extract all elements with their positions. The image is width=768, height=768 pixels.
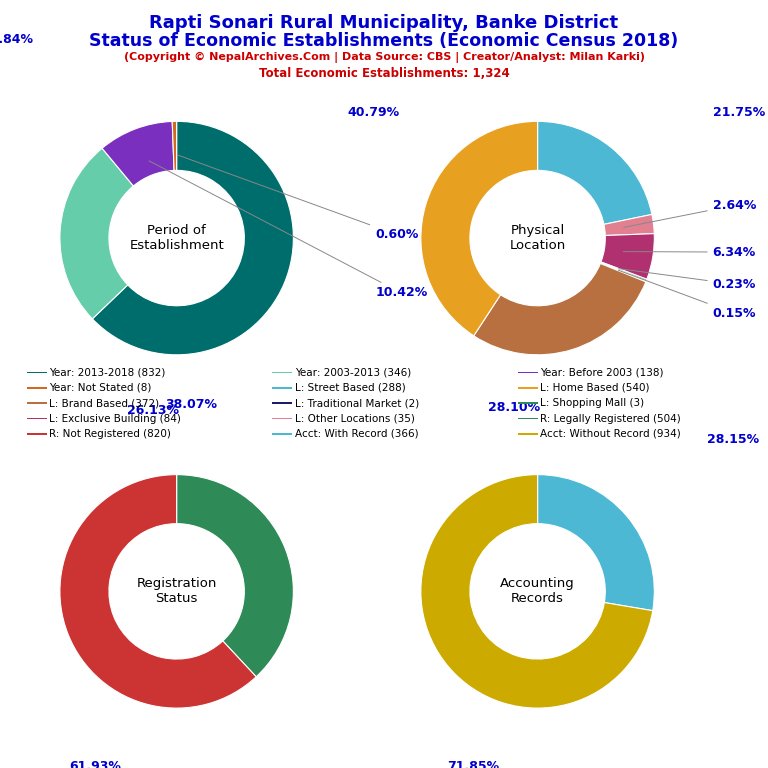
Text: L: Home Based (540): L: Home Based (540)	[541, 382, 650, 393]
Bar	[27, 433, 47, 435]
Text: Acct: With Record (366): Acct: With Record (366)	[295, 429, 419, 439]
Text: Year: 2003-2013 (346): Year: 2003-2013 (346)	[295, 367, 411, 378]
Bar	[518, 402, 538, 404]
Text: 38.07%: 38.07%	[165, 398, 217, 411]
Text: 6.34%: 6.34%	[624, 246, 756, 259]
Bar	[273, 433, 293, 435]
Bar	[273, 402, 293, 404]
Wedge shape	[601, 262, 647, 281]
Text: Rapti Sonari Rural Municipality, Banke District: Rapti Sonari Rural Municipality, Banke D…	[150, 14, 618, 31]
Text: Acct: Without Record (934): Acct: Without Record (934)	[541, 429, 681, 439]
Bar	[518, 433, 538, 435]
Bar	[273, 387, 293, 389]
Text: 28.15%: 28.15%	[707, 433, 759, 446]
Wedge shape	[172, 121, 177, 170]
Bar	[273, 372, 293, 373]
Text: L: Street Based (288): L: Street Based (288)	[295, 382, 406, 393]
Wedge shape	[102, 121, 174, 186]
Text: 10.42%: 10.42%	[149, 161, 427, 300]
Bar	[518, 418, 538, 419]
Bar	[27, 418, 47, 419]
Text: R: Legally Registered (504): R: Legally Registered (504)	[541, 413, 681, 424]
Text: Year: Before 2003 (138): Year: Before 2003 (138)	[541, 367, 664, 378]
Wedge shape	[538, 475, 654, 611]
Text: 21.75%: 21.75%	[713, 106, 765, 119]
Bar	[518, 372, 538, 373]
Text: 0.15%: 0.15%	[618, 270, 756, 320]
Text: 28.10%: 28.10%	[488, 401, 541, 414]
Text: Period of
Establishment: Period of Establishment	[129, 224, 224, 252]
Text: Registration
Status: Registration Status	[137, 578, 217, 605]
Wedge shape	[538, 121, 652, 224]
Text: 0.60%: 0.60%	[177, 155, 419, 241]
Text: L: Traditional Market (2): L: Traditional Market (2)	[295, 398, 419, 409]
Text: Total Economic Establishments: 1,324: Total Economic Establishments: 1,324	[259, 67, 509, 80]
Bar	[27, 402, 47, 404]
Wedge shape	[604, 214, 654, 236]
Text: L: Other Locations (35): L: Other Locations (35)	[295, 413, 415, 424]
Wedge shape	[421, 121, 538, 336]
Text: 2.64%: 2.64%	[624, 199, 756, 227]
Wedge shape	[60, 148, 134, 319]
Text: 62.84%: 62.84%	[0, 33, 33, 46]
Wedge shape	[92, 121, 293, 355]
Text: 0.23%: 0.23%	[619, 269, 756, 291]
Wedge shape	[421, 475, 653, 708]
Text: 26.13%: 26.13%	[127, 404, 179, 417]
Wedge shape	[601, 263, 646, 282]
Wedge shape	[60, 475, 257, 708]
Text: Year: 2013-2018 (832): Year: 2013-2018 (832)	[49, 367, 165, 378]
Text: Physical
Location: Physical Location	[509, 224, 566, 252]
Text: L: Exclusive Building (84): L: Exclusive Building (84)	[49, 413, 180, 424]
Bar	[27, 372, 47, 373]
Text: L: Brand Based (372): L: Brand Based (372)	[49, 398, 159, 409]
Wedge shape	[177, 475, 293, 677]
Bar	[518, 387, 538, 389]
Wedge shape	[601, 233, 654, 280]
Text: Accounting
Records: Accounting Records	[500, 578, 575, 605]
Text: Status of Economic Establishments (Economic Census 2018): Status of Economic Establishments (Econo…	[89, 32, 679, 50]
Text: Year: Not Stated (8): Year: Not Stated (8)	[49, 382, 151, 393]
Text: 40.79%: 40.79%	[348, 106, 400, 119]
Text: R: Not Registered (820): R: Not Registered (820)	[49, 429, 170, 439]
Text: 71.85%: 71.85%	[447, 760, 499, 768]
Bar	[27, 387, 47, 389]
Bar	[273, 418, 293, 419]
Text: L: Shopping Mall (3): L: Shopping Mall (3)	[541, 398, 644, 409]
Text: 61.93%: 61.93%	[69, 760, 121, 768]
Wedge shape	[474, 263, 646, 355]
Text: (Copyright © NepalArchives.Com | Data Source: CBS | Creator/Analyst: Milan Karki: (Copyright © NepalArchives.Com | Data So…	[124, 51, 644, 62]
